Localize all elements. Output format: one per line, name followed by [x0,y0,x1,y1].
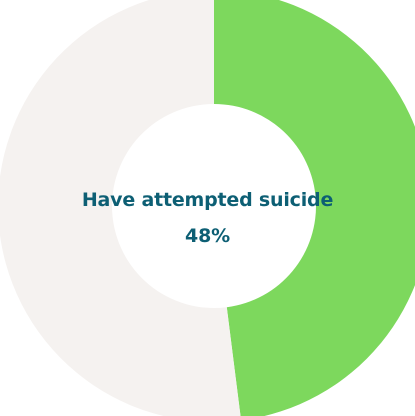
chart-center-value: 48% [185,225,230,247]
chart-center-title: Have attempted suicide [81,189,334,211]
slice-remainder [0,0,241,416]
slice-attempted-suicide [214,0,415,416]
